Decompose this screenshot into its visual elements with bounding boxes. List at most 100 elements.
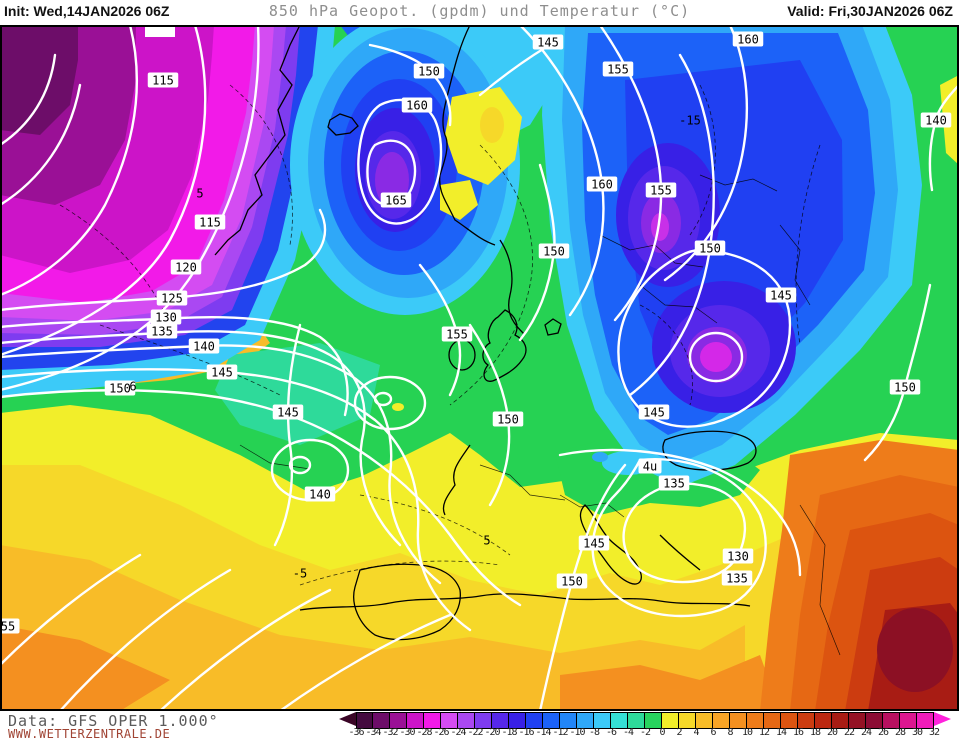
geopotential-contour-label: 150 [418,65,440,79]
temperature-colorbar: -36 -34 -32 -30 -28 -26 -24 -22 -20 -18 -16 -14 -12-… [339,712,953,740]
geopotential-contour-label: 135 [663,477,685,491]
geopotential-contour-label: 135 [151,325,173,339]
contour-label-box [532,34,564,50]
colorbar-tick: -28 [416,727,432,738]
contour-label-box [304,486,336,502]
contour-label-box [694,240,726,256]
contour-label-box [658,475,690,491]
map-canvas: 1151151201251301351401451501451401501601… [0,25,959,711]
colorbar-tick: -14 [535,727,551,738]
country-borders [239,174,841,656]
colorbar-cell [611,713,628,728]
colorbar-tick: 22 [843,727,855,738]
geopotential-contour-label: 120 [175,261,197,275]
geopotential-contour-label: 145 [583,537,605,551]
temperature-contour-label: -15 [679,114,701,128]
colorbar-cell [815,713,832,728]
colorbar-left-arrow [339,712,356,726]
colorbar-tick: 8 [727,727,733,738]
geopotential-contour-label: 150 [497,413,519,427]
geopotential-contour-label: 150 [894,381,916,395]
colorbar-tick: -4 [622,727,634,738]
contour-label-box [586,176,618,192]
colorbar-tick: 14 [775,727,787,738]
colorbar-tick: -16 [518,727,534,738]
colorbar-cell [628,713,645,728]
contour-label-box [380,192,412,208]
colorbar-cell [543,713,560,728]
contour-label-box [578,535,610,551]
geopotential-contour-label: 140 [193,340,215,354]
colorbar-tick: 4 [693,727,699,738]
geopotential-contour-label: 145 [211,366,233,380]
website-label: WWW.WETTERZENTRALE.DE [8,727,171,741]
contour-label-box [170,259,202,275]
colorbar-tick: -6 [605,727,617,738]
colorbar-tick: 16 [792,727,804,738]
colorbar-cell [662,713,679,728]
colorbar-tick: -10 [569,727,585,738]
contour-label-box [538,243,570,259]
temperature-contour-label: 5 [483,534,490,548]
contour-label-box [638,458,662,474]
contour-label-box [602,61,634,77]
colorbar-tick: 30 [911,727,923,738]
contour-label-box [272,404,304,420]
colorbar-tick: -8 [588,727,600,738]
contour-label-box [721,570,753,586]
temperature-contour-label: 6 [129,380,136,394]
map-title: 850 hPa Geopot. (gpdm) und Temperatur (°… [268,2,691,20]
data-source-label: Data: GFS OPER 1.000° [8,712,219,730]
colorbar-cell [458,713,475,728]
geopotential-contour-label: 155 [607,63,629,77]
colorbar-cell [441,713,458,728]
colorbar-tick: -26 [433,727,449,738]
geopotential-contour-label: 140 [309,488,331,502]
contour-label-box [188,338,220,354]
colorbar-cell [764,713,781,728]
colorbar-cell [849,713,866,728]
colorbar-cell [645,713,662,728]
colorbar-cell [475,713,492,728]
geopotential-contour-label: 160 [591,178,613,192]
geopotential-contour-label: 4u [643,460,657,474]
contour-label-box [765,287,797,303]
colorbar-tick: 6 [710,727,716,738]
geopotential-contour-label: 130 [727,550,749,564]
colorbar-tick: 20 [826,727,838,738]
colorbar-tick: -34 [365,727,381,738]
colorbar-tick: -30 [399,727,415,738]
contour-label-box [492,411,524,427]
geopotential-contour-label: 140 [925,114,947,128]
geopotential-contour-label: 155 [650,184,672,198]
init-time-label: Init: Wed,14JAN2026 06Z [4,3,170,19]
colorbar-cell [900,713,917,728]
colorbar-tick: 2 [676,727,682,738]
footer-bar: Data: GFS OPER 1.000° WWW.WETTERZENTRALE… [0,711,959,741]
colorbar-tick: -32 [382,727,398,738]
temperature-contour-label: 5 [196,187,203,201]
colorbar-cell [917,713,934,728]
colorbar-cell [356,713,373,728]
contour-label-box [920,112,952,128]
geopotential-contour-label: 135 [726,572,748,586]
colorbar-cell [577,713,594,728]
geopotential-contour-label: 130 [155,311,177,325]
colorbar-cell [560,713,577,728]
contour-label-box [413,63,445,79]
colorbar-tick: 32 [928,727,940,738]
geopotential-contour-label: 160 [406,99,428,113]
geopotential-contour-label: 150 [109,382,131,396]
contour-label-box [732,31,764,47]
geopotential-contour-label: 115 [199,216,221,230]
colorbar-cell [594,713,611,728]
geopotential-contour-label: 165 [385,194,407,208]
colorbar-cell [781,713,798,728]
colorbar-cell [509,713,526,728]
geopotential-label-layer: 1151151201251301351401451501451401501601… [0,31,952,634]
contour-label-box [889,379,921,395]
colorbar-tick: 28 [894,727,906,738]
contour-label-box [645,182,677,198]
colorbar-tick: -36 [348,727,364,738]
